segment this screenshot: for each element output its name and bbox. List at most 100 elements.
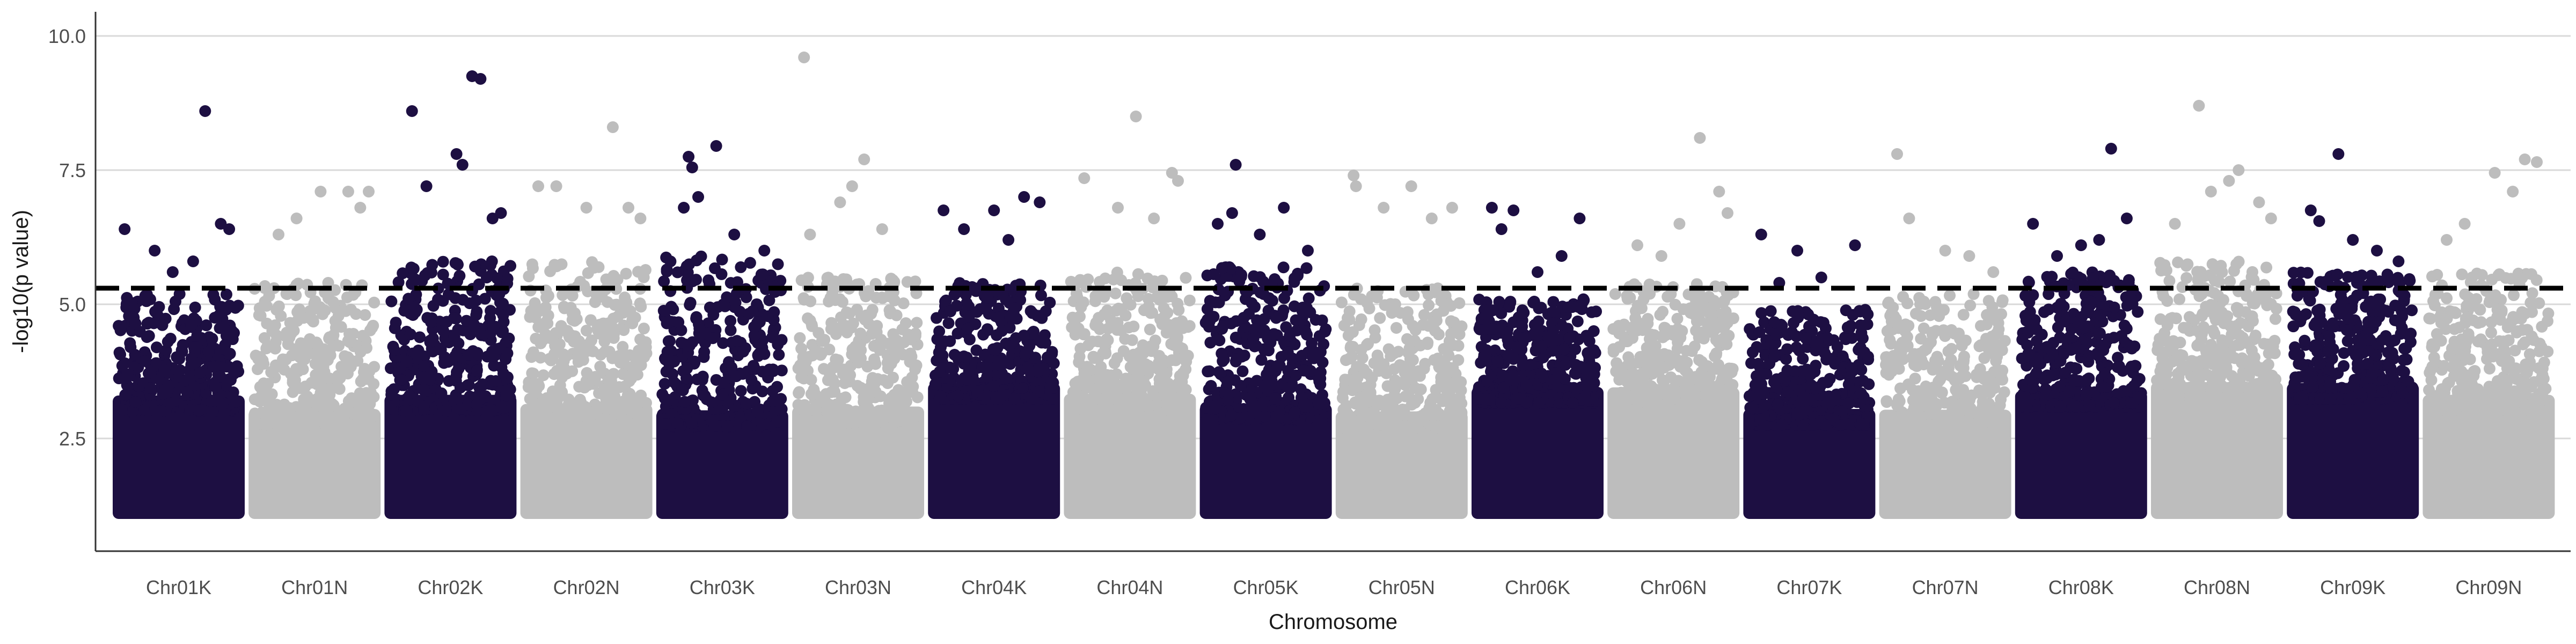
data-point bbox=[1473, 393, 1485, 405]
data-point bbox=[539, 410, 552, 422]
data-point bbox=[314, 387, 327, 399]
data-point bbox=[333, 383, 346, 395]
data-point bbox=[1892, 322, 1905, 334]
data-point bbox=[1793, 345, 1805, 357]
data-point bbox=[589, 296, 601, 308]
data-point bbox=[888, 294, 901, 306]
data-point bbox=[440, 405, 452, 417]
data-point bbox=[996, 325, 1008, 337]
data-point bbox=[1278, 292, 1291, 304]
data-point bbox=[970, 344, 983, 356]
data-point bbox=[731, 335, 743, 347]
data-point bbox=[1282, 346, 1294, 358]
data-point bbox=[261, 340, 274, 352]
dense-points bbox=[928, 383, 1060, 519]
data-point bbox=[1578, 362, 1590, 374]
data-point bbox=[1768, 376, 1780, 388]
data-point bbox=[432, 282, 444, 295]
peak-point bbox=[1018, 191, 1030, 203]
data-point bbox=[1201, 269, 1213, 282]
data-point bbox=[580, 325, 592, 337]
data-point bbox=[1453, 328, 1466, 340]
data-point bbox=[394, 374, 406, 386]
data-point bbox=[488, 360, 500, 372]
data-point bbox=[1170, 317, 1182, 330]
data-point bbox=[1563, 332, 1576, 344]
data-point bbox=[1382, 343, 1395, 355]
data-point bbox=[1299, 325, 1312, 338]
peak-point bbox=[1405, 180, 1417, 192]
data-point bbox=[129, 396, 142, 408]
peak-point bbox=[634, 213, 647, 224]
data-point bbox=[931, 312, 943, 324]
data-point bbox=[640, 397, 652, 409]
data-point bbox=[862, 386, 875, 398]
data-point bbox=[1616, 320, 1629, 332]
data-point bbox=[707, 332, 719, 345]
data-point bbox=[1113, 303, 1125, 315]
data-point bbox=[567, 413, 580, 426]
data-point bbox=[194, 367, 206, 379]
data-point bbox=[1156, 274, 1168, 287]
data-point bbox=[865, 308, 877, 320]
data-point bbox=[1364, 407, 1376, 420]
data-point bbox=[1944, 370, 1957, 382]
data-point bbox=[1486, 323, 1498, 335]
data-point bbox=[279, 412, 291, 424]
data-point bbox=[1430, 314, 1443, 327]
data-point bbox=[1246, 297, 1258, 309]
data-point bbox=[361, 342, 373, 354]
data-point bbox=[1612, 359, 1624, 371]
data-point bbox=[1219, 289, 1231, 302]
data-point bbox=[1023, 340, 1036, 352]
data-point bbox=[766, 331, 778, 343]
data-point bbox=[582, 379, 594, 391]
data-point bbox=[1828, 391, 1841, 403]
data-point bbox=[839, 370, 852, 383]
data-point bbox=[618, 324, 630, 336]
peak-point bbox=[1034, 196, 1046, 208]
data-point bbox=[1713, 318, 1725, 330]
data-point bbox=[757, 268, 769, 281]
data-point bbox=[980, 300, 992, 312]
peak-point bbox=[1148, 213, 1160, 224]
data-point bbox=[1423, 299, 1435, 311]
data-point bbox=[1230, 353, 1242, 365]
data-point bbox=[1355, 313, 1367, 326]
data-point bbox=[909, 330, 921, 342]
data-point bbox=[414, 331, 426, 343]
data-point bbox=[940, 380, 953, 393]
peak-point bbox=[363, 186, 375, 197]
data-point bbox=[145, 367, 157, 379]
data-point bbox=[1235, 270, 1247, 283]
chromosome-Chr02K bbox=[384, 70, 517, 519]
data-point bbox=[470, 309, 482, 321]
data-point bbox=[1341, 312, 1353, 324]
data-point bbox=[284, 317, 296, 329]
data-point bbox=[337, 414, 349, 426]
data-point bbox=[1445, 315, 1457, 327]
data-point bbox=[451, 258, 464, 270]
data-point bbox=[592, 261, 605, 273]
data-point bbox=[1035, 289, 1047, 302]
data-point bbox=[598, 335, 611, 348]
data-point bbox=[698, 346, 711, 358]
data-point bbox=[740, 397, 752, 409]
data-point bbox=[1657, 305, 1669, 318]
data-point bbox=[1009, 302, 1021, 314]
data-point bbox=[162, 379, 174, 392]
data-point bbox=[1409, 382, 1422, 394]
data-point bbox=[620, 267, 632, 280]
data-point bbox=[1637, 293, 1650, 305]
data-point bbox=[829, 293, 841, 305]
data-point bbox=[1975, 404, 1987, 416]
data-point bbox=[1034, 377, 1046, 389]
data-point bbox=[1710, 347, 1723, 360]
data-point bbox=[1558, 372, 1571, 385]
data-point bbox=[1944, 289, 1956, 302]
data-point bbox=[524, 311, 536, 323]
data-point bbox=[1029, 352, 1042, 364]
data-point bbox=[1217, 320, 1229, 333]
data-point bbox=[480, 272, 493, 284]
data-point bbox=[1772, 398, 1784, 411]
